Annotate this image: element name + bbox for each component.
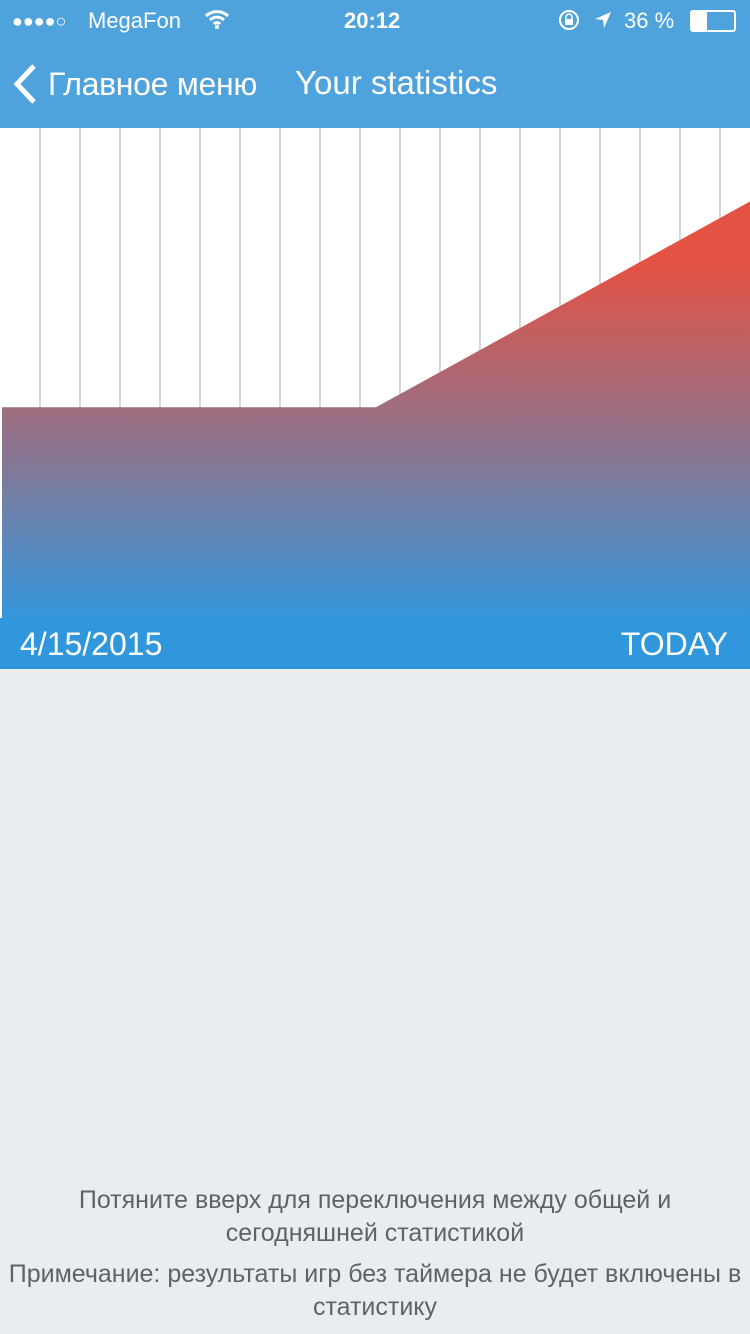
back-button[interactable]: Главное меню — [12, 62, 257, 106]
timer-note: Примечание: результаты игр без таймера н… — [8, 1260, 742, 1321]
battery-icon — [690, 10, 736, 32]
battery-fill — [692, 12, 708, 30]
clock: 20:12 — [344, 8, 401, 33]
wifi-icon — [204, 10, 230, 29]
status-bar: ●●●●○ MegaFon 20:12 36 % — [0, 6, 750, 36]
chevron-left-icon — [13, 64, 36, 104]
start-date-label: 4/15/2015 — [20, 626, 163, 662]
area-series — [2, 201, 750, 618]
page-title: Your statistics — [295, 64, 498, 101]
chart-svg — [2, 128, 750, 618]
end-date-label: TODAY — [620, 626, 728, 662]
location-arrow-icon — [595, 12, 611, 28]
back-label: Главное меню — [48, 65, 258, 102]
swipe-hint: Потяните вверх для переключения между об… — [78, 1186, 672, 1247]
chart-date-range: 4/15/2015 TODAY — [0, 618, 750, 669]
carrier: MegaFon — [88, 8, 181, 33]
navigation-bar: Главное меню Your statistics — [0, 60, 750, 110]
header: ●●●●○ MegaFon 20:12 36 % Главное меню Yo… — [0, 0, 750, 128]
battery-percent: 36 % — [624, 8, 675, 33]
statistics-chart[interactable] — [0, 128, 750, 618]
rotation-lock-icon — [559, 10, 579, 30]
notes: Потяните вверх для переключения между об… — [0, 1184, 750, 1332]
signal-strength: ●●●●○ — [12, 11, 67, 31]
